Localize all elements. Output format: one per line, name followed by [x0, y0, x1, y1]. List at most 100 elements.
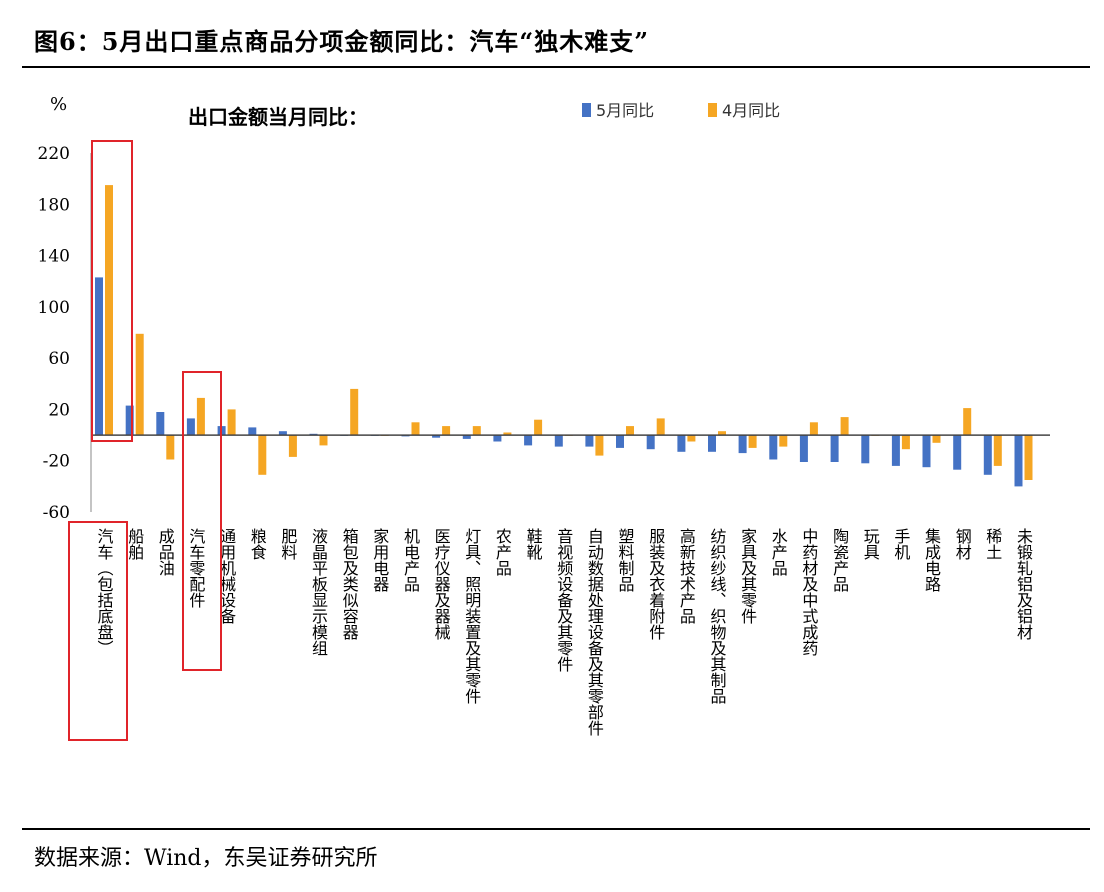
x-category-label: 玩具 — [861, 528, 880, 560]
bar-april — [288, 435, 297, 457]
bar-may — [953, 435, 962, 470]
top-rule — [22, 66, 1090, 68]
bar-april — [809, 422, 818, 436]
x-category-label: 自动数据处理设备及其零部件 — [585, 528, 604, 736]
y-tick-label: 140 — [38, 247, 70, 267]
x-category-label: 稀土 — [983, 528, 1002, 560]
bar-may — [524, 435, 533, 446]
x-category-label: 钢材 — [953, 528, 972, 560]
bottom-rule — [22, 828, 1090, 830]
bar-chart: 出口金额当月同比： % 5月同比 4月同比 220 180 140 100 60 20 -2… — [38, 94, 1050, 736]
bar-may — [799, 435, 808, 462]
x-category-label: 船舶 — [125, 528, 144, 561]
bar-may — [1014, 435, 1023, 487]
x-category-label: 箱包及类似容器 — [340, 528, 359, 640]
bar-april — [503, 432, 512, 436]
x-category-label: 汽车（包括底盘） — [95, 528, 114, 656]
x-category-label: 集成电路 — [922, 528, 941, 592]
bar-may — [493, 435, 502, 442]
highlight-box-auto-parts — [182, 371, 222, 671]
x-category-label: 家具及其零件 — [738, 528, 757, 624]
x-category-label: 家用电器 — [370, 528, 389, 592]
x-category-label: 机电产品 — [401, 528, 420, 592]
x-category-label: 塑料制品 — [616, 528, 635, 592]
bar-april — [472, 426, 481, 436]
bar-may — [125, 405, 134, 436]
bar-may — [922, 435, 931, 468]
legend-label-april: 4月同比 — [722, 101, 780, 120]
bar-may — [585, 435, 594, 447]
y-tick-label: 60 — [48, 349, 70, 369]
bar-april — [350, 388, 359, 436]
bar-may — [554, 435, 563, 447]
bar-may — [186, 418, 195, 436]
x-category-label: 陶瓷产品 — [830, 528, 849, 592]
x-category-label: 服装及衣着附件 — [646, 528, 665, 640]
y-tick-label: 220 — [38, 144, 70, 164]
bar-april — [258, 435, 267, 475]
bar-may — [738, 435, 747, 454]
bar-april — [932, 435, 941, 443]
legend-swatch-may — [582, 103, 591, 117]
bar-may — [432, 435, 441, 438]
bar-may — [983, 435, 992, 475]
bar-april — [963, 408, 972, 435]
x-category-label: 鞋靴 — [524, 528, 543, 560]
highlight-box-auto — [91, 140, 133, 442]
legend-label-may: 5月同比 — [596, 101, 654, 120]
bar-april — [748, 435, 757, 448]
bar-may — [248, 427, 257, 436]
bar-series — [95, 185, 1033, 487]
y-tick-label: 20 — [48, 400, 70, 420]
x-category-label: 医疗仪器及器械 — [432, 528, 451, 640]
bar-april — [319, 435, 328, 446]
bar-april — [595, 435, 604, 456]
x-category-label: 高新技术产品 — [677, 528, 696, 624]
bar-april — [626, 426, 634, 436]
bar-april — [840, 417, 849, 435]
x-category-label: 成品油 — [156, 528, 175, 576]
x-category-label: 纺织纱线、织物及其制品 — [708, 528, 727, 704]
bar-april — [166, 435, 175, 460]
bar-april — [105, 185, 113, 436]
bar-april — [135, 333, 144, 436]
x-category-label: 音视频设备及其零件 — [554, 528, 573, 672]
chart-title: 出口金额当月同比： — [188, 105, 368, 129]
bar-april — [687, 435, 696, 442]
y-axis-ticks: 220 180 140 100 60 20 -20 -60 — [38, 144, 70, 523]
x-category-label: 灯具、照明装置及其零件 — [462, 528, 481, 704]
y-tick-label: -20 — [43, 452, 70, 472]
bar-may — [462, 435, 471, 439]
x-category-label: 肥料 — [278, 528, 297, 560]
x-category-label: 手机 — [891, 528, 910, 561]
bar-may — [830, 435, 839, 462]
legend-swatch-april — [708, 103, 717, 117]
bar-may — [677, 435, 686, 452]
bar-april — [442, 426, 451, 436]
bar-may — [156, 412, 165, 436]
bar-april — [196, 397, 205, 436]
x-category-label: 粮食 — [248, 528, 267, 560]
x-category-label: 汽车零配件 — [186, 528, 205, 608]
x-category-label: 农产品 — [493, 528, 512, 576]
x-category-label: 液晶平板显示模组 — [309, 528, 328, 656]
legend: 5月同比 4月同比 — [582, 101, 780, 120]
bar-april — [1024, 435, 1033, 480]
x-category-label: 中药材及中式成药 — [799, 528, 818, 657]
bar-april — [227, 409, 236, 435]
bar-april — [993, 435, 1002, 466]
y-tick-label: 100 — [38, 298, 70, 318]
bar-april — [656, 418, 665, 436]
x-category-label: 未锻轧铝及铝材 — [1014, 528, 1033, 640]
source-note: 数据来源：Wind，东吴证券研究所 — [34, 846, 378, 871]
x-category-label: 水产品 — [769, 528, 788, 576]
y-axis-unit: % — [50, 94, 67, 115]
bar-april — [534, 419, 543, 436]
bar-april — [901, 435, 910, 450]
bar-april — [779, 435, 788, 447]
highlight-box-auto-label — [68, 521, 128, 741]
y-tick-label: 180 — [38, 195, 70, 215]
bar-may — [278, 431, 287, 435]
bar-may — [616, 435, 624, 448]
bar-may — [769, 435, 778, 460]
